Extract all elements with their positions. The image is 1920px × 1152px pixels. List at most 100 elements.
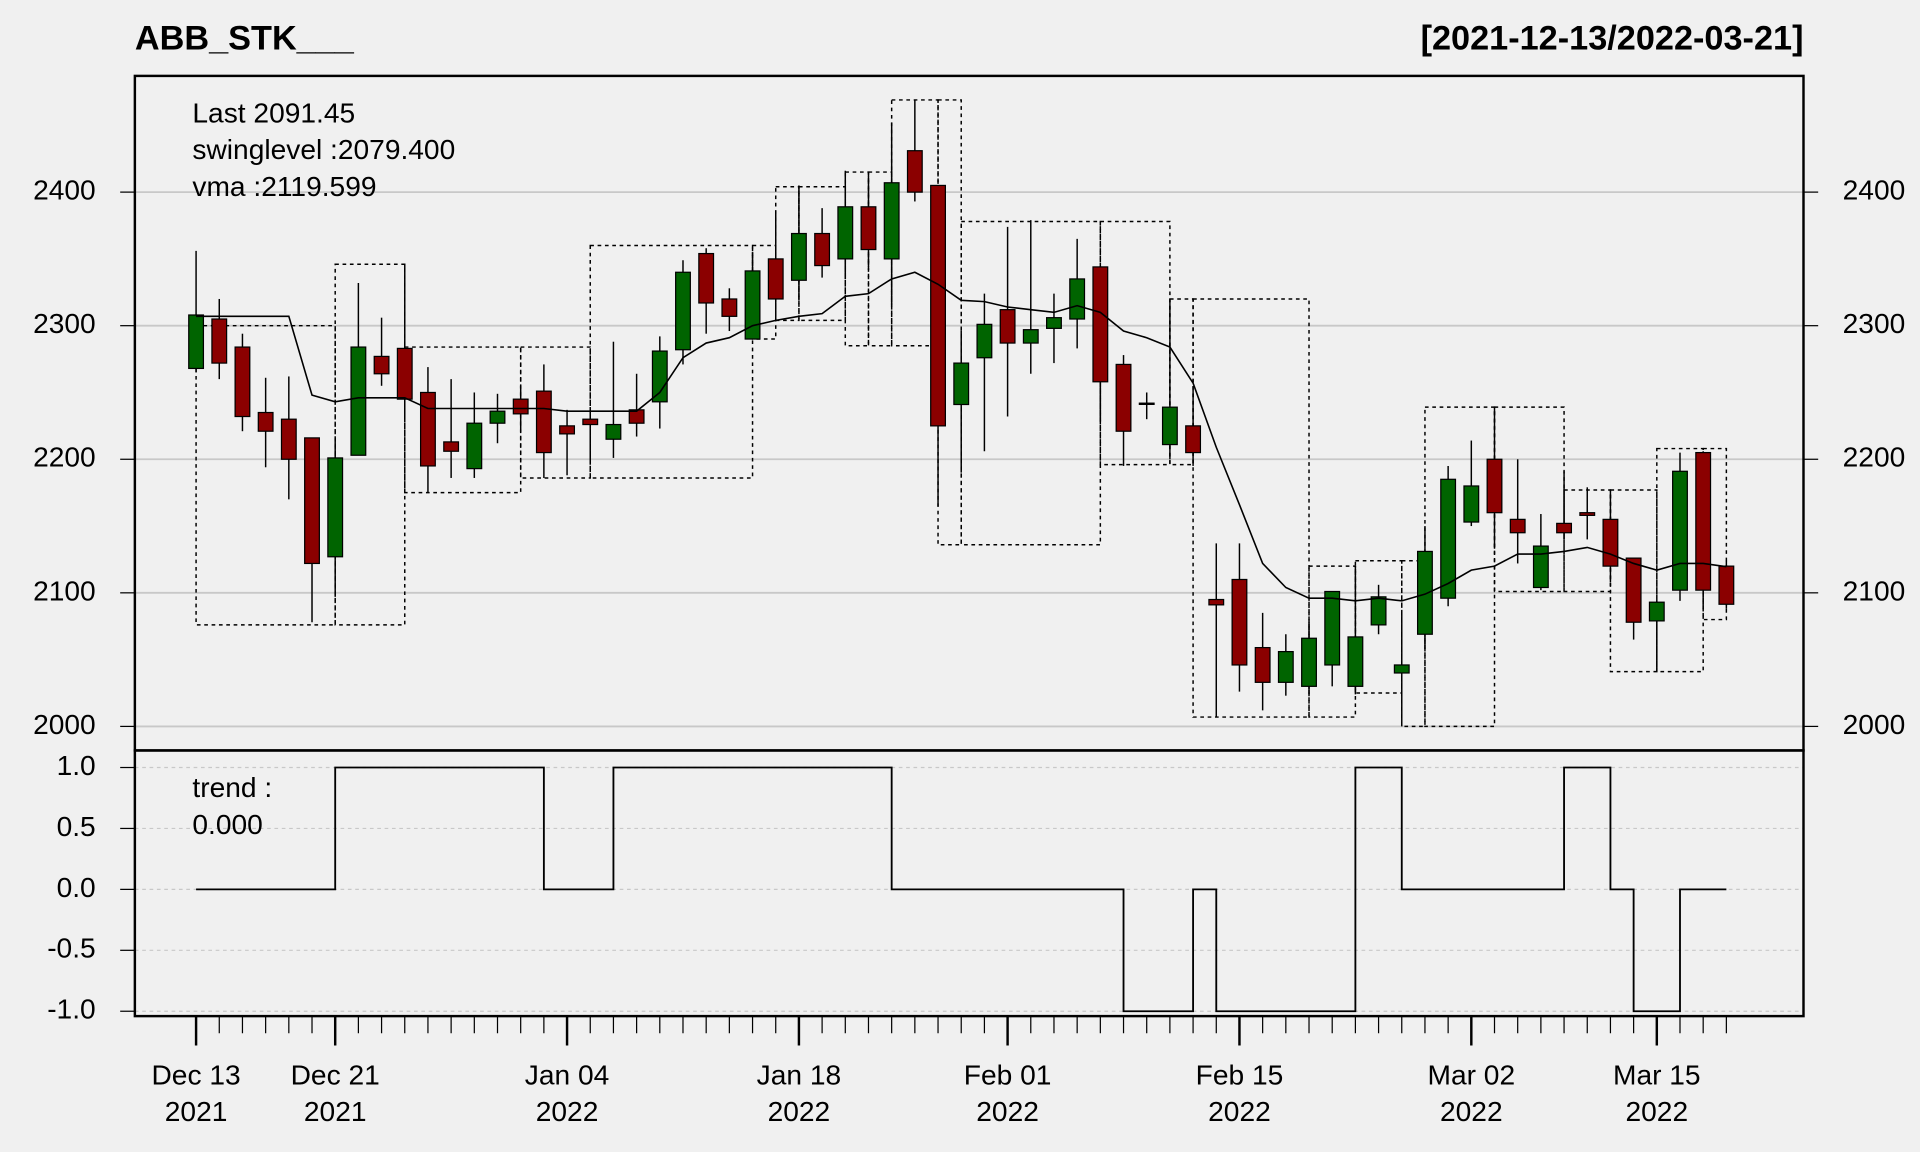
candle-body	[767, 258, 784, 300]
candle-body	[1069, 278, 1086, 320]
candle-body	[512, 398, 529, 415]
legend-text: vma :2119.599	[192, 171, 376, 202]
candle-body	[999, 309, 1016, 344]
candle-body	[1161, 406, 1178, 446]
x-tick-label: Jan 18 2022	[757, 1060, 842, 1128]
candle-body	[953, 362, 970, 406]
y-tick-label: 2200	[33, 442, 96, 473]
y-tick-label: 2300	[1843, 308, 1906, 339]
candle-body	[1370, 596, 1387, 626]
candle-body	[582, 418, 599, 426]
y-tick-label: 0.0	[57, 872, 96, 903]
candle-body	[234, 346, 251, 418]
candle-body	[559, 425, 576, 435]
candle-body	[1324, 590, 1341, 666]
candle-body	[1301, 637, 1317, 687]
x-tick-label: Mar 02 2022	[1428, 1060, 1516, 1128]
candle-body	[1695, 451, 1712, 591]
candle-body	[1393, 664, 1410, 674]
y-tick-label: 1.0	[57, 750, 96, 781]
candle-body	[419, 391, 436, 467]
date-range: [2021-12-13/2022-03-21]	[1421, 19, 1804, 57]
candle-body	[257, 411, 274, 432]
y-tick-label: 2000	[33, 709, 96, 740]
candle-body	[698, 252, 715, 304]
candle-body	[1277, 650, 1294, 683]
candle-body	[1138, 402, 1155, 405]
candle-body	[1486, 458, 1503, 514]
candle-body	[1231, 578, 1248, 666]
swing-box	[589, 244, 754, 479]
y-tick-label: 2200	[1843, 442, 1906, 473]
candle-body	[1416, 550, 1433, 635]
candle-body	[188, 314, 205, 370]
candle-body	[628, 409, 645, 424]
candle-body	[837, 206, 854, 260]
y-tick-label: -1.0	[47, 994, 95, 1025]
candle-body	[883, 182, 900, 260]
candle-body	[327, 457, 344, 558]
candle-body	[1625, 557, 1642, 623]
y-tick-label: 2400	[1843, 175, 1906, 206]
x-tick-label: Jan 04 2022	[525, 1060, 610, 1128]
x-tick-label: Feb 01 2022	[964, 1060, 1052, 1128]
x-tick-label: Dec 13 2021	[151, 1060, 240, 1128]
swing-box	[1609, 489, 1658, 673]
candle-body	[1022, 329, 1039, 344]
candle-body	[1648, 601, 1665, 622]
candle-body	[1602, 518, 1619, 567]
x-tick-label: Feb 15 2022	[1196, 1060, 1284, 1128]
candle-body	[860, 206, 877, 251]
swing-box	[404, 346, 522, 494]
candle-body	[744, 270, 761, 340]
chart-title: ABB_STK___	[135, 19, 355, 57]
candle-body	[1556, 522, 1573, 534]
y-tick-label: 2400	[33, 175, 96, 206]
candle-body	[1718, 565, 1735, 605]
candle-body	[930, 184, 946, 427]
candle-body	[1463, 485, 1480, 523]
candle-body	[721, 298, 738, 317]
candle-body	[280, 418, 297, 460]
candle-body	[1115, 363, 1132, 432]
y-tick-label: -0.5	[47, 933, 95, 964]
legend-text: swinglevel :2079.400	[192, 134, 455, 165]
candle-body	[350, 346, 367, 456]
vma-line	[196, 271, 1727, 602]
candle-body	[211, 318, 228, 364]
candle-body	[976, 323, 993, 359]
swing-box	[844, 171, 870, 347]
swing-box	[867, 171, 893, 347]
y-tick-label: 2100	[1843, 575, 1906, 606]
y-tick-label: 2100	[33, 575, 96, 606]
candle-body	[489, 410, 506, 424]
candle-body	[443, 441, 460, 452]
candle-body	[1532, 545, 1549, 589]
candle-body	[304, 437, 320, 565]
candle-body	[1509, 518, 1526, 534]
x-tick-label: Mar 15 2022	[1613, 1060, 1701, 1128]
candle-body	[814, 232, 831, 267]
swing-box	[1192, 298, 1310, 718]
candle-body	[651, 350, 668, 403]
candle-body	[1579, 512, 1596, 516]
candle-body	[1254, 646, 1271, 683]
y-tick-label: 2000	[1843, 709, 1906, 740]
candle-body	[906, 150, 923, 193]
candle-body	[1092, 266, 1109, 383]
swing-box	[334, 263, 406, 626]
candle-body	[1347, 636, 1364, 687]
legend-text: Last 2091.45	[192, 98, 355, 129]
candle-body	[1208, 598, 1225, 606]
candle-body	[675, 271, 691, 351]
candle-body	[1046, 317, 1062, 329]
candle-body	[396, 347, 413, 400]
trend-label: trend :	[192, 772, 272, 803]
candle-body	[790, 232, 807, 281]
trend-label: 0.000	[192, 809, 262, 840]
candle-body	[605, 423, 622, 440]
candle-body	[1440, 478, 1457, 599]
trend-line	[196, 766, 1727, 1013]
